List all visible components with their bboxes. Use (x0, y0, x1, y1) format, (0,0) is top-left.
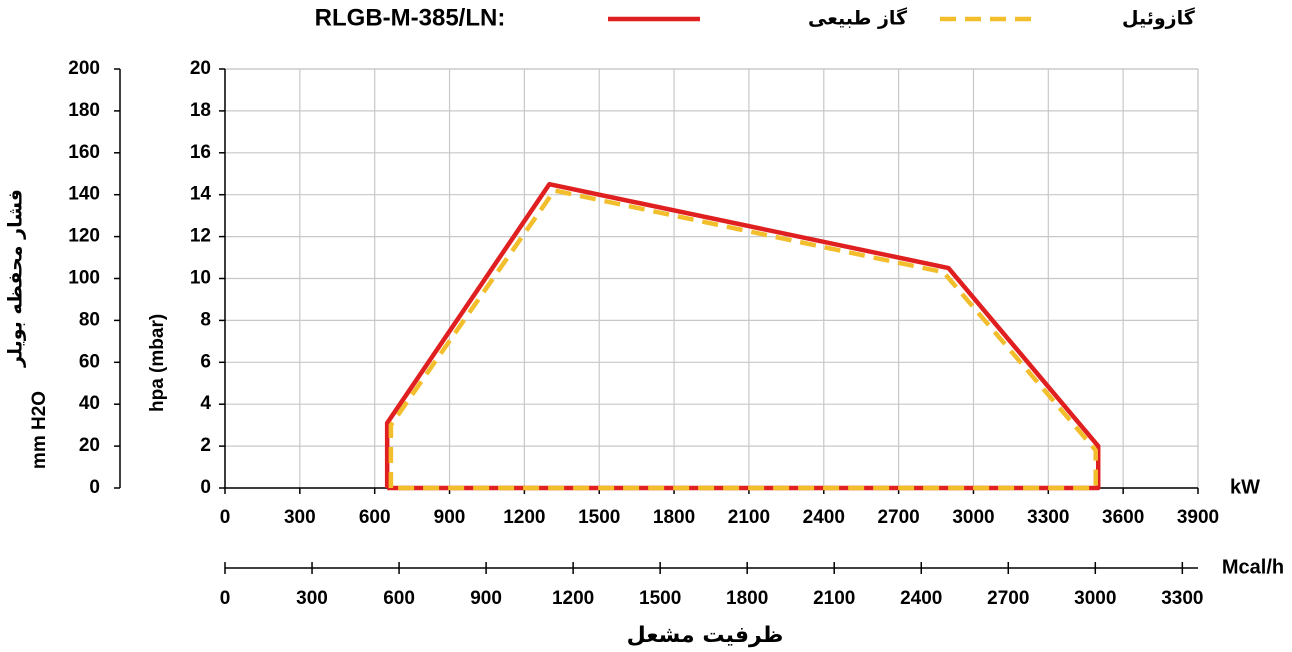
x-unit: kW (1230, 476, 1260, 498)
x-tick-label: 2400 (803, 507, 845, 528)
x-tick-label: 0 (220, 507, 231, 528)
y2-tick-label: 200 (68, 58, 100, 79)
y2-tick-label: 60 (79, 351, 100, 372)
x2-tick-label: 900 (470, 588, 502, 609)
y-axis-title: hpa (mbar) (147, 314, 168, 412)
y-tick-label: 20 (190, 58, 211, 79)
y2-tick-label: 140 (68, 184, 100, 205)
y-tick-label: 18 (190, 100, 211, 121)
series-line (388, 188, 1098, 491)
x2-unit: Mcal/h (1222, 556, 1284, 578)
y2-tick-label: 100 (68, 268, 100, 289)
y-tick-label: 10 (190, 268, 211, 289)
y2-tick-label: 160 (68, 142, 100, 163)
x-tick-label: 1200 (503, 507, 545, 528)
legend-label: گازوئیل (1122, 7, 1196, 30)
x2-tick-label: 3000 (1074, 588, 1116, 609)
y2-tick-label: 120 (68, 226, 100, 247)
legend-label: گاز طبیعی (808, 7, 908, 30)
x-tick-label: 600 (359, 507, 391, 528)
x2-tick-label: 2400 (900, 588, 942, 609)
x-tick-label: 2700 (877, 507, 919, 528)
x2-tick-label: 1200 (552, 588, 594, 609)
series-line (384, 181, 1101, 491)
x-tick-label: 3300 (1027, 507, 1069, 528)
y-tick-label: 0 (200, 477, 211, 498)
x-tick-label: 3900 (1177, 507, 1219, 528)
x2-tick-label: 3300 (1161, 588, 1203, 609)
y2-tick-label: 80 (79, 309, 100, 330)
y-tick-label: 8 (200, 309, 211, 330)
y-tick-label: 16 (190, 142, 211, 163)
y-tick-label: 12 (190, 226, 211, 247)
y2-tick-label: 40 (79, 393, 100, 414)
y2-axis-title: فشار محفظه بویلر (5, 189, 27, 368)
x-tick-label: 1500 (578, 507, 620, 528)
y2-tick-label: 0 (89, 477, 100, 498)
y2-tick-label: 20 (79, 435, 100, 456)
y-tick-label: 6 (200, 351, 211, 372)
y2-tick-label: 180 (68, 100, 100, 121)
x2-tick-label: 1500 (639, 588, 681, 609)
y2-axis-title: mm H2O (29, 391, 50, 469)
x-axis-title: ظرفیت مشعل (627, 623, 784, 648)
x2-tick-label: 1800 (726, 588, 768, 609)
x-tick-label: 2100 (728, 507, 770, 528)
x2-tick-label: 300 (296, 588, 328, 609)
x-tick-label: 3600 (1102, 507, 1144, 528)
chart-title: RLGB-M-385/LN: (315, 4, 506, 31)
x-tick-label: 1800 (653, 507, 695, 528)
y-tick-label: 2 (200, 435, 211, 456)
x-tick-label: 3000 (952, 507, 994, 528)
x-tick-label: 900 (434, 507, 466, 528)
x-tick-label: 300 (284, 507, 316, 528)
x2-tick-label: 2100 (813, 588, 855, 609)
y-tick-label: 4 (200, 393, 211, 414)
y-tick-label: 14 (190, 184, 212, 205)
x2-tick-label: 600 (383, 588, 415, 609)
x2-tick-label: 0 (220, 588, 231, 609)
x2-tick-label: 2700 (987, 588, 1029, 609)
